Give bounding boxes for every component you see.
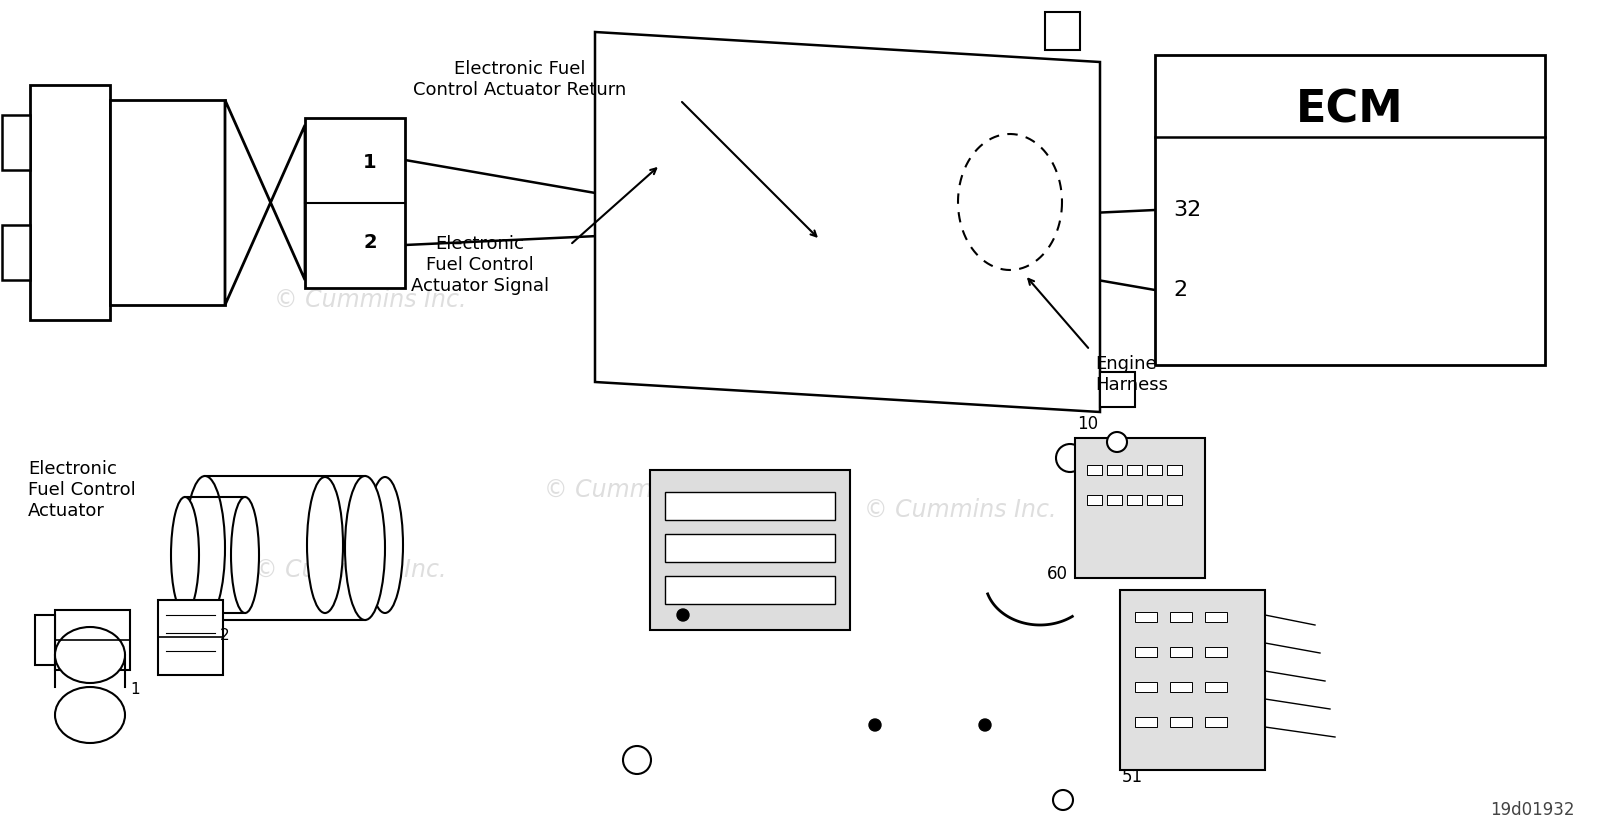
- Text: Electronic
Fuel Control
Actuator: Electronic Fuel Control Actuator: [29, 460, 136, 520]
- Bar: [1170, 647, 1192, 657]
- Ellipse shape: [346, 476, 386, 620]
- Ellipse shape: [54, 687, 125, 743]
- Bar: [1155, 55, 1546, 365]
- Ellipse shape: [230, 497, 259, 613]
- Ellipse shape: [54, 627, 125, 683]
- Bar: [1147, 465, 1162, 475]
- Bar: [54, 610, 130, 670]
- Polygon shape: [226, 100, 306, 305]
- Ellipse shape: [307, 477, 342, 613]
- Circle shape: [622, 746, 651, 774]
- Ellipse shape: [366, 477, 403, 613]
- Bar: [666, 534, 835, 562]
- Circle shape: [979, 719, 990, 731]
- Bar: [1166, 465, 1182, 475]
- Circle shape: [869, 719, 882, 731]
- Circle shape: [1053, 790, 1074, 810]
- Text: 2: 2: [221, 627, 230, 642]
- Text: ECM: ECM: [1296, 88, 1403, 131]
- Text: 10: 10: [1077, 415, 1098, 433]
- Text: © Cummins Inc.: © Cummins Inc.: [274, 288, 466, 312]
- Bar: [1170, 682, 1192, 692]
- Bar: [1205, 647, 1227, 657]
- Text: © Cummins Inc.: © Cummins Inc.: [544, 478, 736, 502]
- Bar: [1120, 590, 1266, 770]
- Text: © Cummins Inc.: © Cummins Inc.: [774, 268, 966, 292]
- Bar: [1170, 717, 1192, 727]
- Bar: [1170, 612, 1192, 622]
- Bar: [666, 492, 835, 520]
- Text: 19d01932: 19d01932: [1491, 801, 1574, 819]
- Bar: [1205, 682, 1227, 692]
- Text: 2: 2: [363, 234, 378, 252]
- Polygon shape: [1101, 372, 1134, 407]
- Text: © Cummins Inc.: © Cummins Inc.: [864, 498, 1056, 522]
- Bar: [110, 100, 226, 305]
- Text: Engine
Harness: Engine Harness: [1094, 355, 1168, 394]
- Text: 60: 60: [1046, 565, 1069, 583]
- Circle shape: [1107, 432, 1126, 452]
- Circle shape: [677, 609, 690, 621]
- Ellipse shape: [186, 476, 226, 620]
- Bar: [1134, 682, 1157, 692]
- Bar: [1205, 717, 1227, 727]
- Bar: [306, 118, 405, 288]
- Text: 1: 1: [363, 152, 378, 171]
- Ellipse shape: [171, 497, 198, 613]
- Bar: [158, 600, 222, 675]
- Bar: [650, 470, 850, 630]
- Ellipse shape: [958, 134, 1062, 270]
- Polygon shape: [595, 32, 1101, 412]
- Bar: [1075, 438, 1205, 578]
- Bar: [1134, 717, 1157, 727]
- Bar: [666, 576, 835, 604]
- Bar: [1107, 465, 1122, 475]
- Bar: [1205, 612, 1227, 622]
- Text: © Cummins Inc.: © Cummins Inc.: [254, 558, 446, 582]
- Bar: [1107, 495, 1122, 505]
- Text: 2: 2: [1173, 280, 1187, 300]
- Bar: [1166, 495, 1182, 505]
- Bar: [1134, 647, 1157, 657]
- Bar: [1086, 465, 1102, 475]
- Bar: [2, 225, 30, 280]
- Text: 51: 51: [1122, 768, 1142, 786]
- Text: 1: 1: [130, 682, 139, 697]
- Bar: [1134, 612, 1157, 622]
- Bar: [2, 115, 30, 170]
- Text: Electronic
Fuel Control
Actuator Signal: Electronic Fuel Control Actuator Signal: [411, 235, 549, 295]
- Text: 32: 32: [1173, 200, 1202, 220]
- Text: Electronic Fuel
Control Actuator Return: Electronic Fuel Control Actuator Return: [413, 60, 627, 99]
- Bar: [35, 615, 54, 665]
- Polygon shape: [1045, 12, 1080, 50]
- Bar: [1126, 465, 1142, 475]
- Bar: [1086, 495, 1102, 505]
- Circle shape: [1056, 444, 1085, 472]
- Bar: [30, 85, 110, 320]
- Bar: [1147, 495, 1162, 505]
- Bar: [1126, 495, 1142, 505]
